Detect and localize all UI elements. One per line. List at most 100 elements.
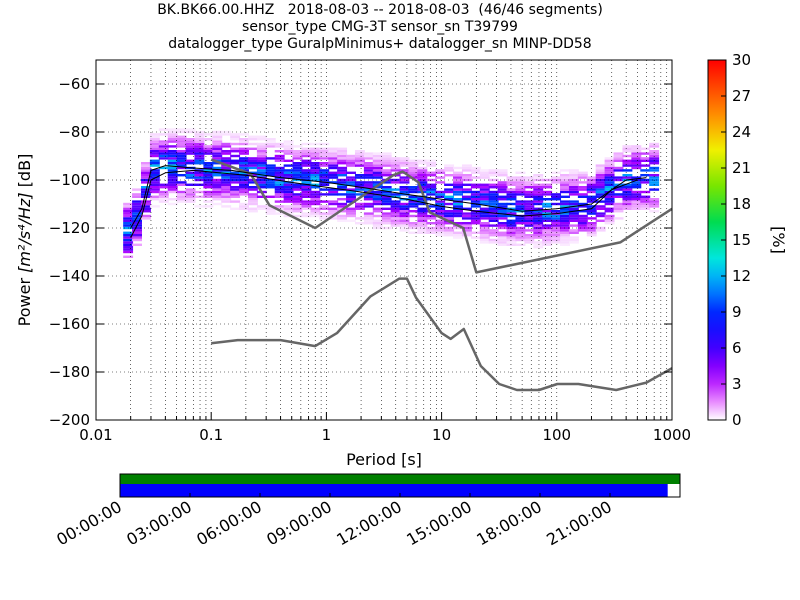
heatmap-cell: [230, 174, 241, 177]
heatmap-cell: [194, 176, 205, 179]
heatmap-cell: [479, 169, 490, 172]
heatmap-cell: [479, 200, 490, 203]
heatmap-cell: [444, 231, 455, 234]
heatmap-cell: [221, 152, 232, 155]
heatmap-cell: [461, 224, 472, 227]
heatmap-cell: [221, 166, 232, 170]
heatmap-cell: [292, 205, 303, 208]
heatmap-cell: [479, 231, 490, 234]
heatmap-cell: [256, 171, 267, 174]
heatmap-cell: [132, 238, 142, 242]
heatmap-cell: [176, 159, 187, 162]
heatmap-cell: [256, 154, 267, 158]
heatmap-cell: [346, 183, 356, 186]
heatmap-cell: [123, 255, 134, 258]
heatmap-cell: [488, 219, 499, 222]
heatmap-cell: [301, 186, 312, 189]
heatmap-cell: [408, 188, 419, 191]
heatmap-cell: [185, 128, 196, 131]
heatmap-cell: [319, 171, 330, 174]
heatmap-cell: [256, 164, 267, 167]
heatmap-cell: [560, 217, 570, 220]
heatmap-cell: [158, 150, 169, 153]
heatmap-cell: [212, 157, 223, 160]
heatmap-cell: [595, 186, 606, 189]
heatmap-cell: [123, 205, 134, 208]
timeline-tick-label: 06:00:00: [193, 497, 265, 549]
heatmap-cell: [390, 169, 401, 172]
heatmap-cell: [560, 169, 570, 172]
heatmap-cell: [265, 164, 276, 167]
heatmap-cell: [212, 145, 223, 148]
heatmap-cell: [247, 147, 258, 150]
heatmap-cell: [274, 190, 285, 194]
heatmap-cell: [640, 207, 651, 210]
heatmap-cell: [256, 205, 267, 208]
heatmap-cell: [176, 183, 187, 186]
heatmap-cell: [560, 214, 570, 218]
heatmap-cell: [194, 150, 205, 153]
heatmap-cell: [346, 157, 356, 160]
heatmap-cell: [203, 205, 214, 208]
heatmap-cell: [551, 229, 562, 232]
heatmap-cell: [301, 171, 312, 174]
heatmap-cell: [586, 229, 597, 232]
heatmap-cell: [176, 193, 187, 196]
heatmap-cell: [417, 198, 428, 201]
heatmap-cell: [123, 234, 134, 237]
heatmap-cell: [363, 166, 374, 170]
heatmap-cell: [390, 157, 401, 160]
heatmap-cell: [461, 229, 472, 232]
heatmap-cell: [533, 193, 544, 196]
heatmap-cell: [560, 224, 570, 227]
heatmap-cell: [595, 183, 606, 186]
heatmap-cell: [622, 202, 633, 206]
heatmap-cell: [577, 186, 588, 189]
heatmap-cell: [479, 210, 490, 213]
heatmap-cell: [328, 207, 339, 210]
heatmap-cell: [408, 166, 419, 170]
heatmap-cell: [194, 162, 205, 165]
heatmap-cell: [363, 164, 374, 167]
heatmap-cell: [274, 142, 285, 146]
heatmap-cell: [560, 190, 570, 194]
heatmap-cell: [212, 162, 223, 165]
heatmap-cell: [595, 212, 606, 215]
heatmap-cell: [247, 193, 258, 196]
heatmap-cell: [221, 188, 232, 191]
heatmap-cell: [577, 188, 588, 191]
heatmap-cell: [497, 188, 508, 191]
heatmap-cell: [274, 193, 285, 196]
heatmap-cell: [604, 174, 615, 177]
heatmap-cell: [319, 176, 330, 179]
heatmap-cell: [586, 205, 597, 208]
heatmap-cell: [399, 210, 410, 213]
heatmap-cell: [461, 198, 472, 201]
noise-model-high-line: [210, 158, 673, 274]
heatmap-cell: [346, 164, 356, 167]
heatmap-cell: [363, 183, 374, 186]
heatmap-cell: [203, 174, 214, 177]
heatmap-cell: [203, 150, 214, 153]
heatmap-cell: [604, 217, 615, 220]
heatmap-cell: [185, 130, 196, 134]
plot-area: [96, 60, 672, 420]
heatmap-cell: [176, 190, 187, 194]
heatmap-cell: [194, 130, 205, 134]
heatmap-cell: [604, 157, 615, 160]
heatmap-cell: [372, 152, 383, 155]
heatmap-cell: [381, 186, 392, 189]
heatmap-cell: [292, 145, 303, 148]
heatmap-cell: [551, 219, 562, 222]
heatmap-cell: [613, 210, 624, 213]
heatmap-cell: [247, 188, 258, 191]
heatmap-cell: [203, 200, 214, 203]
heatmap-cell: [176, 140, 187, 143]
heatmap-cell: [328, 188, 339, 191]
timeline-tick-label: 00:00:00: [53, 497, 125, 549]
heatmap-cell: [515, 183, 526, 186]
heatmap-cell: [194, 140, 205, 143]
heatmap-cell: [622, 200, 633, 203]
heatmap-cell: [479, 229, 490, 232]
heatmap-cell: [560, 176, 570, 179]
